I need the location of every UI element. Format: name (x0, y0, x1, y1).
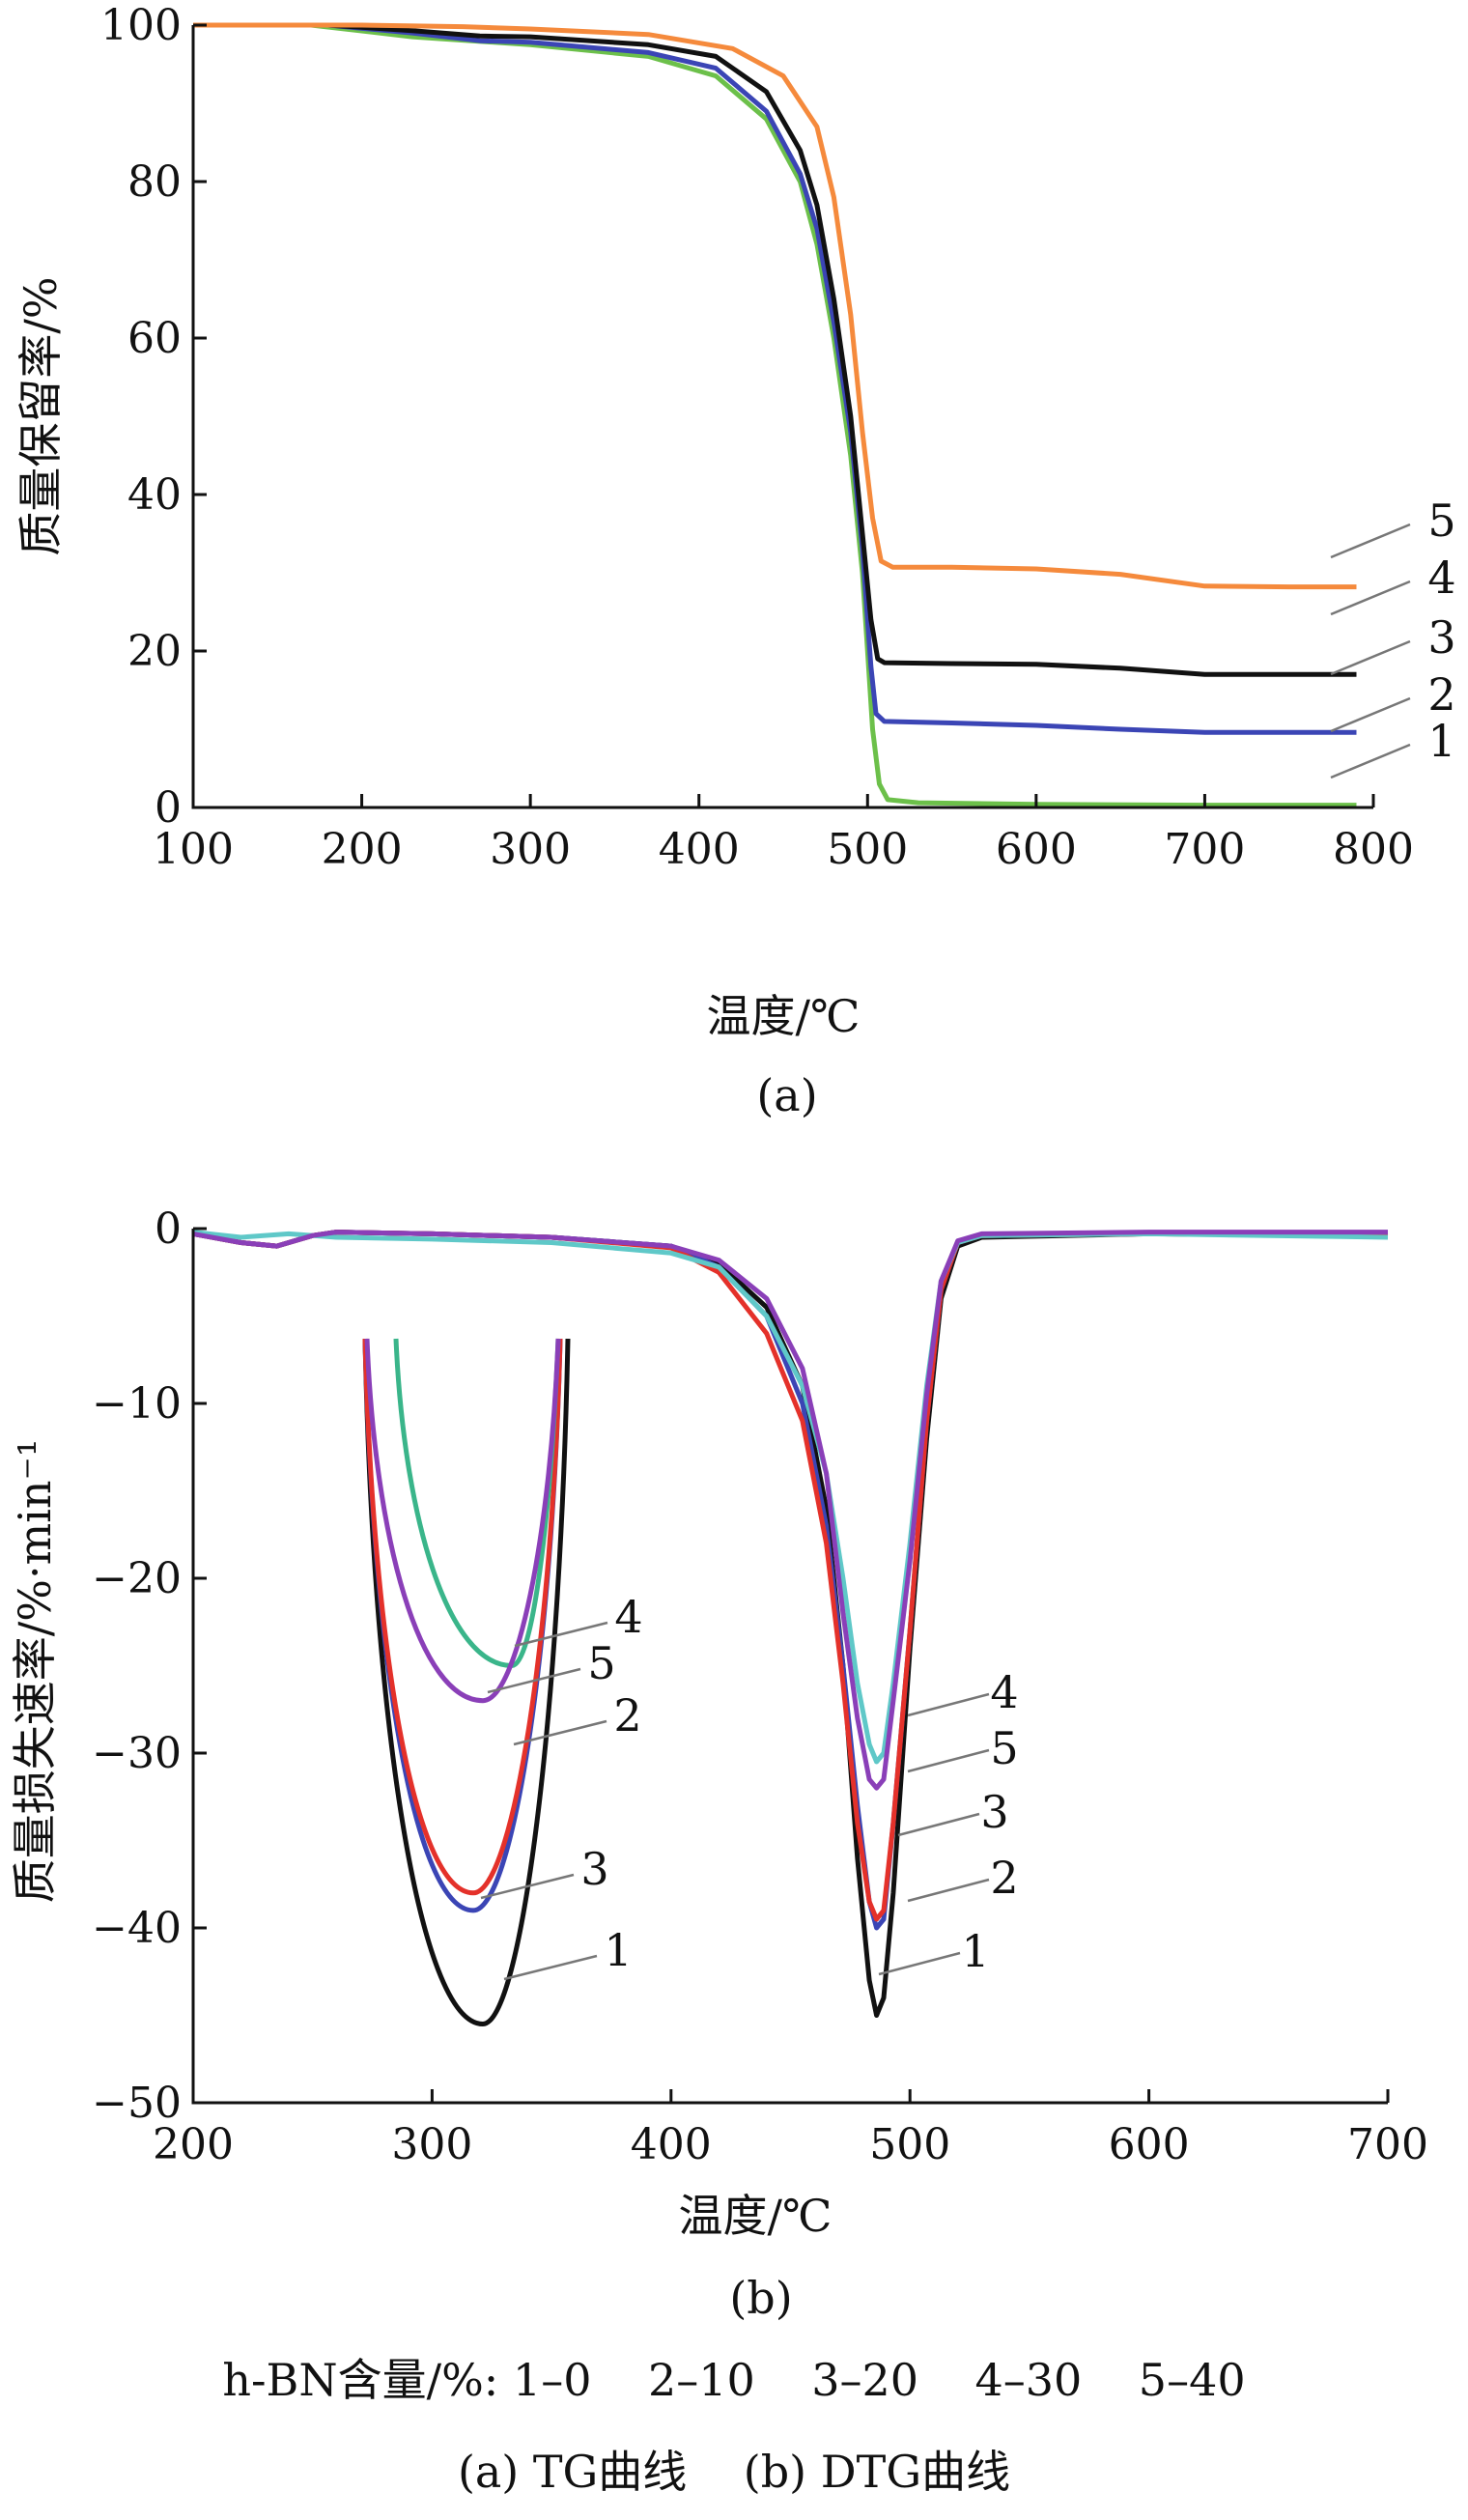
dtg-y-tick-label: −30 (92, 1729, 182, 1778)
dtg-curve-label-1: 1 (961, 1925, 989, 1977)
dtg-x-tick-label: 200 (153, 2120, 234, 2169)
dtg-y-tick-label: −50 (92, 2079, 182, 2128)
dtg-curve-label-2: 2 (990, 1852, 1018, 1904)
tg-curve-leader (1330, 696, 1411, 733)
dtg-y-tick-label: −10 (92, 1379, 182, 1429)
dtg-x-tick-label: 600 (1109, 2120, 1190, 2169)
tg-curve-label-3: 3 (1427, 611, 1455, 664)
tg-y-tick-label: 80 (127, 157, 182, 207)
tg-x-tick-label: 600 (996, 825, 1077, 874)
tg-y-tick-label: 0 (155, 783, 182, 833)
tg-x-tick-label: 200 (322, 825, 403, 874)
tg-curve-leader (1330, 743, 1411, 779)
tg-series-lines (193, 22, 1357, 808)
dtg-curve-label-5: 5 (990, 1722, 1018, 1774)
tg-curve-leader (1330, 580, 1411, 616)
tg-x-tick-label: 800 (1333, 825, 1414, 874)
tg-series-3-line (193, 22, 1357, 677)
dtg-inset-leader (513, 1719, 607, 1746)
tg-series-2-line (193, 22, 1357, 735)
dtg-curve-labels: 45 3 21 (878, 1666, 1019, 1977)
dtg-inset-label-3: 3 (580, 1843, 608, 1895)
dtg-inset-series-3-line (362, 1338, 563, 1896)
dtg-y-axis-label: 质量损失速率/%·min⁻¹ (9, 1439, 61, 1904)
dtg-series-lines (192, 1230, 1389, 2018)
dtg-x-tick-label: 700 (1347, 2120, 1428, 2169)
tg-curve-label-2: 2 (1427, 668, 1455, 721)
dtg-x-tick-label: 300 (391, 2120, 472, 2169)
dtg-curve-leader (907, 1748, 990, 1773)
dtg-y-ticks: 0 −10 −20 −30 −40 −50 (92, 1204, 207, 2128)
tg-x-tick-label: 500 (827, 825, 908, 874)
tg-y-axis-label: 质量保留率/% (14, 276, 67, 555)
dtg-panel: 0−10−20−30−40−50 200 300 400 500 600 700 4532… (9, 1204, 1428, 2324)
dtg-inset-label-5: 5 (587, 1637, 615, 1689)
dtg-y-tick-label: 0 (155, 1204, 182, 1254)
panel-a-label: (a) (756, 1069, 817, 1121)
tg-series-1-line (193, 22, 1357, 808)
legend-line: h-BN含量/%: 1–0 2–10 3–20 4–30 5–40 (222, 2354, 1245, 2406)
dtg-curve-label-4: 4 (990, 1666, 1018, 1718)
figure-caption: (a) TG曲线 (b) DTG曲线 (458, 2446, 1010, 2498)
dtg-inset (362, 1338, 571, 2027)
dtg-inset-labels: 452 3 1 (480, 1591, 643, 1981)
tg-curve-label-1: 1 (1427, 715, 1455, 767)
dtg-series-3-line (192, 1230, 1389, 1922)
tg-curve-labels: 123 45 (1330, 495, 1456, 779)
dtg-inset-label-1: 1 (604, 1924, 632, 1976)
dtg-curve-leader (907, 1878, 990, 1903)
tg-panel: 0 20 40 60 80 100 100 200 300 400 500 600 700 800 12… (14, 1, 1456, 1121)
dtg-inset-label-2: 2 (613, 1689, 641, 1741)
tg-curve-label-5: 5 (1427, 495, 1455, 547)
dtg-series-5-line (192, 1230, 1388, 1791)
tg-curve-leader (1330, 639, 1411, 676)
tg-y-tick-label: 60 (127, 314, 182, 363)
dtg-x-axis-label: 温度/℃ (679, 2190, 833, 2242)
dtg-inset-leader (503, 1954, 598, 1981)
tg-y-tick-label: 20 (127, 627, 182, 676)
dtg-curve-leader (907, 1692, 990, 1717)
dtg-inset-series-1-line (362, 1338, 571, 2027)
tg-x-axis-label: 温度/℃ (707, 990, 861, 1042)
dtg-x-tick-label: 400 (631, 2120, 712, 2169)
tg-x-tick-label: 100 (153, 825, 234, 874)
tg-y-tick-label: 40 (127, 470, 182, 520)
tg-curve-leader (1330, 523, 1411, 559)
dtg-x-tick-label: 500 (869, 2120, 950, 2169)
dtg-inset-leader (514, 1621, 608, 1648)
dtg-inset-leader (487, 1667, 581, 1694)
dtg-y-tick-label: −40 (92, 1904, 182, 1953)
tg-x-ticks: 100 200 300 400 500 600 700 800 (153, 794, 1414, 874)
dtg-curve-leader (878, 1951, 961, 1976)
dtg-y-tick-label: −20 (92, 1554, 182, 1603)
dtg-curve-label-3: 3 (980, 1786, 1008, 1838)
tg-series-5-line (193, 22, 1357, 590)
tg-curve-label-4: 4 (1427, 552, 1455, 604)
dtg-inset-label-4: 4 (614, 1591, 642, 1643)
tg-x-tick-label: 300 (490, 825, 571, 874)
dtg-inset-leader (480, 1873, 575, 1900)
dtg-inset-series-5-line (364, 1338, 561, 1704)
tg-x-tick-label: 700 (1164, 825, 1245, 874)
dtg-inset-series-4-line (393, 1338, 561, 1669)
dtg-x-ticks: 200 300 400 500 600 700 (153, 2089, 1428, 2169)
tg-x-tick-label: 400 (659, 825, 740, 874)
dtg-series-2-line (192, 1230, 1388, 1931)
tg-y-tick-label: 100 (100, 1, 182, 50)
dtg-curve-leader (897, 1812, 980, 1837)
tg-y-ticks: 0 20 40 60 80 100 (100, 1, 207, 833)
panel-b-label: (b) (729, 2272, 792, 2324)
